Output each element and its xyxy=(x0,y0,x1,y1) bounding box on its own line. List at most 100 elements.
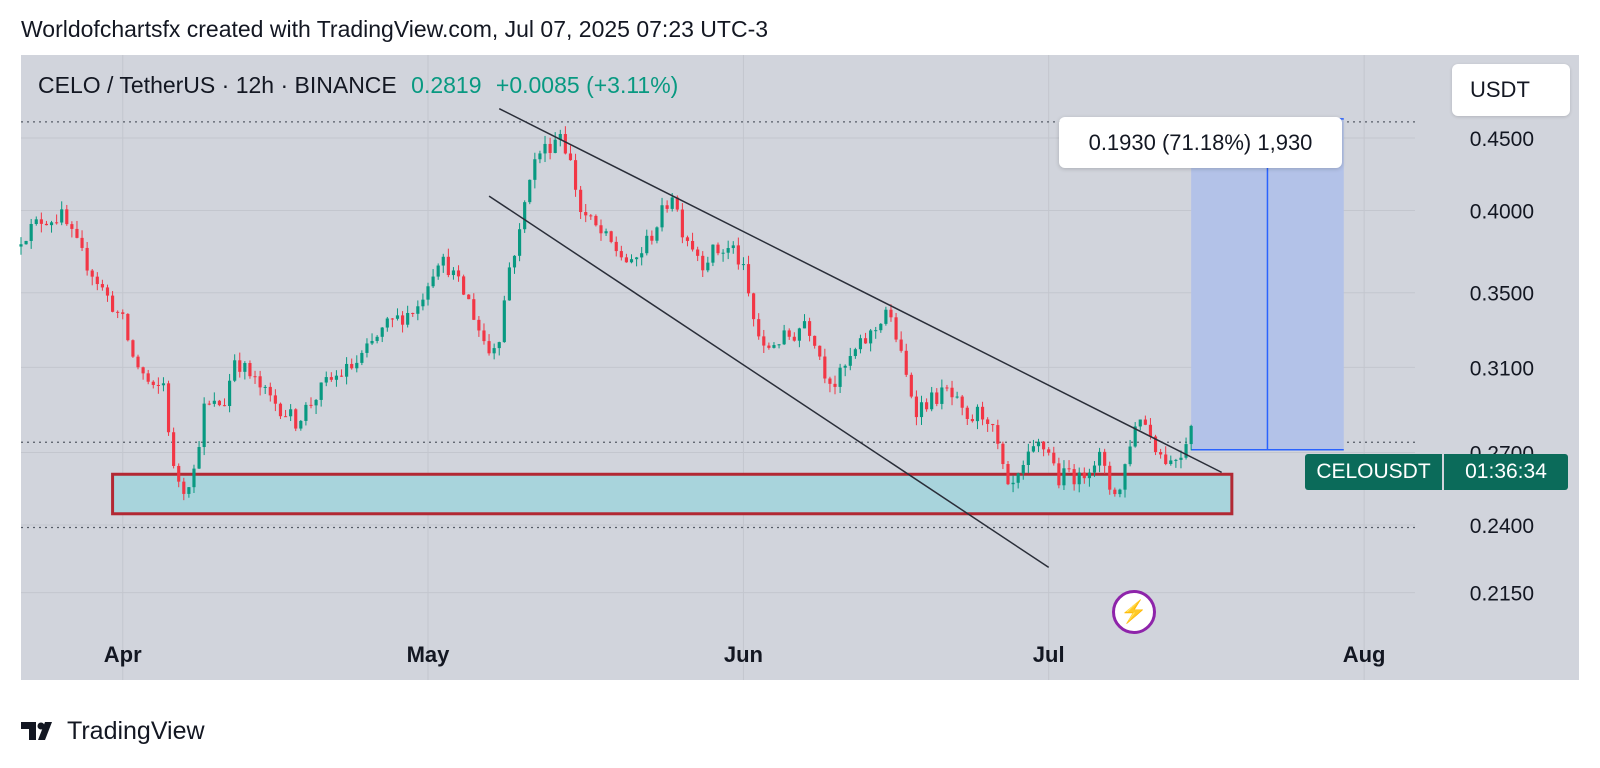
candle-body-126 xyxy=(660,205,664,228)
candle-body-204 xyxy=(1057,463,1061,486)
candle-body-150 xyxy=(782,330,786,345)
candle-body-230 xyxy=(1189,425,1193,445)
candle-body-202 xyxy=(1047,449,1051,453)
candle-body-25 xyxy=(146,373,150,382)
candle-body-175 xyxy=(909,374,913,397)
y-tick-label-3: 0.3100 xyxy=(1470,357,1534,380)
candle-body-201 xyxy=(1042,441,1046,450)
candle-body-110 xyxy=(579,189,583,213)
candle-body-12 xyxy=(80,237,84,248)
candle-body-16 xyxy=(100,284,104,288)
candle-body-73 xyxy=(390,318,394,320)
candle-body-58 xyxy=(314,399,318,406)
candle-body-151 xyxy=(787,330,791,337)
candle-body-213 xyxy=(1103,451,1107,466)
candle-body-182 xyxy=(945,387,949,389)
candle-body-224 xyxy=(1159,452,1163,455)
candle-body-86 xyxy=(456,270,461,277)
candle-body-167 xyxy=(869,330,873,344)
candle-body-227 xyxy=(1174,459,1178,461)
candle-body-40 xyxy=(222,405,227,407)
x-axis-labels: Apr May Jun Jul Aug xyxy=(104,642,1386,667)
candle-body-15 xyxy=(95,276,99,285)
candle-body-178 xyxy=(925,402,929,410)
lightning-icon[interactable]: ⚡ xyxy=(1112,590,1156,634)
candle-body-32 xyxy=(182,481,186,494)
candle-body-218 xyxy=(1128,446,1132,465)
candle-body-88 xyxy=(467,294,471,300)
candle-body-92 xyxy=(487,341,491,354)
candle-body-177 xyxy=(919,402,924,418)
candle-body-123 xyxy=(645,235,649,254)
candle-body-103 xyxy=(543,143,547,154)
last-price: 0.2819 xyxy=(411,72,482,98)
candle-body-22 xyxy=(131,340,135,357)
support-zone xyxy=(111,472,1234,516)
candle-body-100 xyxy=(528,179,532,203)
candle-body-85 xyxy=(451,270,456,276)
candle-body-142 xyxy=(741,264,746,266)
candle-body-225 xyxy=(1164,454,1168,465)
candle-body-214 xyxy=(1108,465,1112,490)
bar-countdown-badge: 01:36:34 xyxy=(1444,454,1568,490)
candle-body-96 xyxy=(507,267,511,301)
candle-body-21 xyxy=(126,313,130,341)
candle-body-146 xyxy=(762,336,766,346)
candle-body-210 xyxy=(1087,472,1091,479)
candle-body-196 xyxy=(1016,473,1020,483)
candle-body-211 xyxy=(1092,465,1097,473)
candle-body-1 xyxy=(24,240,28,245)
candle-body-127 xyxy=(665,205,669,209)
candle-body-35 xyxy=(197,447,201,469)
candle-body-173 xyxy=(899,339,903,351)
candle-body-189 xyxy=(980,406,985,420)
candle-body-165 xyxy=(858,338,863,350)
tradingview-brand: TradingView xyxy=(67,716,205,745)
candle-body-206 xyxy=(1067,468,1071,470)
candle-body-82 xyxy=(436,265,440,277)
candle-body-7 xyxy=(55,222,59,224)
candle-body-56 xyxy=(304,404,308,421)
candle-body-170 xyxy=(884,309,888,324)
currency-button[interactable]: USDT xyxy=(1452,64,1570,116)
candle-body-122 xyxy=(640,253,644,258)
candle-body-200 xyxy=(1036,441,1041,447)
candle-body-188 xyxy=(975,406,980,422)
candle-body-216 xyxy=(1118,489,1122,495)
grid-lines xyxy=(21,55,1415,680)
candle-body-215 xyxy=(1113,489,1117,495)
candle-body-133 xyxy=(696,249,700,256)
candle-body-172 xyxy=(894,317,898,340)
candle-body-28 xyxy=(161,383,166,386)
chart-credit: Worldofchartsfx created with TradingView… xyxy=(21,16,769,42)
candle-body-111 xyxy=(584,212,588,216)
candle-body-62 xyxy=(334,375,339,380)
candle-body-193 xyxy=(1001,443,1005,465)
candle-body-209 xyxy=(1082,472,1086,479)
candle-body-38 xyxy=(212,400,216,404)
candle-body-79 xyxy=(421,299,425,307)
candle-body-226 xyxy=(1169,460,1173,465)
candle-body-97 xyxy=(512,255,517,268)
candle-body-118 xyxy=(619,251,623,258)
candle-body-154 xyxy=(802,321,807,329)
candle-body-13 xyxy=(85,247,89,271)
candle-body-91 xyxy=(482,330,486,342)
x-tick-label-2: Jun xyxy=(724,642,763,667)
candle-body-192 xyxy=(996,425,1000,444)
candle-body-84 xyxy=(446,256,450,276)
y-tick-label-0: 0.4500 xyxy=(1470,128,1534,151)
candle-body-30 xyxy=(172,432,176,466)
candle-body-134 xyxy=(701,255,705,271)
candle-body-99 xyxy=(523,202,527,230)
price-change: +0.0085 (+3.11%) xyxy=(495,72,679,98)
candle-body-135 xyxy=(706,262,710,271)
candle-body-70 xyxy=(375,336,379,341)
candle-body-50 xyxy=(273,395,277,404)
candle-body-109 xyxy=(573,160,578,190)
candle-body-121 xyxy=(635,257,639,260)
candle-body-53 xyxy=(289,409,293,417)
candle-body-195 xyxy=(1011,482,1015,485)
candle-body-17 xyxy=(105,287,110,296)
